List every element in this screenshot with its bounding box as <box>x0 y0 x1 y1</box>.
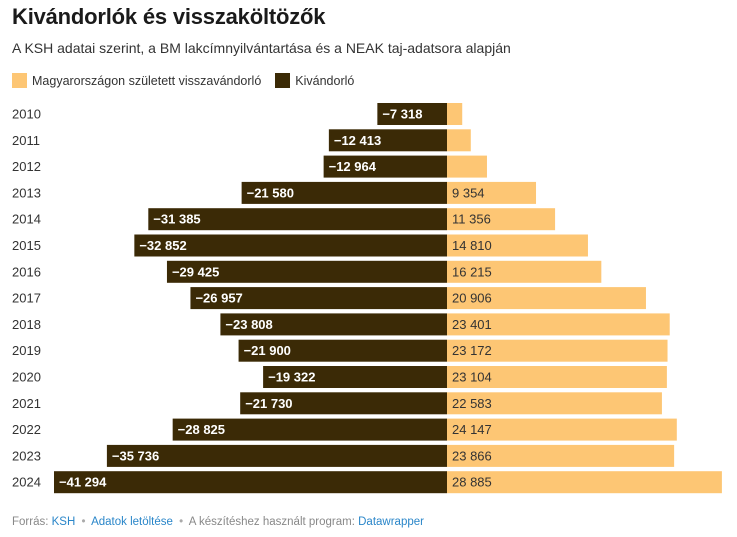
bar-returnee <box>447 444 675 467</box>
bar-returnee <box>447 260 602 283</box>
year-label: 2022 <box>12 422 41 437</box>
bar-label-emigrant: −12 964 <box>329 159 377 174</box>
bar-label-emigrant: −21 580 <box>247 185 294 200</box>
bar-label-emigrant: −23 808 <box>225 317 272 332</box>
year-label: 2016 <box>12 264 41 279</box>
bar-returnee <box>447 155 487 178</box>
bar-returnee <box>447 234 588 257</box>
bar-returnee <box>447 103 463 125</box>
bar-returnee <box>447 392 662 415</box>
bar-label-returnee: 23 104 <box>452 370 492 385</box>
bar-label-returnee: 23 401 <box>452 317 492 332</box>
bar-returnee <box>447 339 668 362</box>
year-label: 2017 <box>12 291 41 306</box>
year-label: 2024 <box>12 475 41 490</box>
chart-subtitle: A KSH adatai szerint, a BM lakcímnyilván… <box>12 40 511 56</box>
year-label: 2013 <box>12 185 41 200</box>
bar-emigrant <box>106 444 448 467</box>
source-link[interactable]: KSH <box>51 516 76 528</box>
bar-label-returnee: 24 147 <box>452 422 492 437</box>
tool-prefix: A készítéshez használt program: <box>188 516 355 528</box>
bar-returnee <box>447 471 722 494</box>
bar-label-emigrant: −28 825 <box>178 422 225 437</box>
legend-label-emigrant: Kivándorló <box>295 73 355 88</box>
footer-separator: • <box>179 516 184 528</box>
footer-separator: • <box>81 516 86 528</box>
bar-label-emigrant: −35 736 <box>112 448 159 463</box>
legend-label-returnee: Magyarországon született visszavándorló <box>32 73 262 88</box>
legend-item-emigrant: Kivándorló <box>275 73 354 88</box>
year-label: 2010 <box>12 107 41 122</box>
bar-returnee <box>447 366 667 388</box>
bar-emigrant <box>190 287 447 310</box>
bar-emigrant <box>323 155 447 178</box>
bar-label-returnee: 22 583 <box>452 396 492 411</box>
bar-label-returnee: 23 172 <box>452 343 492 358</box>
year-label: 2011 <box>12 133 40 148</box>
bar-label-emigrant: −41 294 <box>59 475 107 490</box>
source-prefix: Forrás: <box>12 516 49 528</box>
bar-label-emigrant: −29 425 <box>172 264 219 279</box>
bar-label-emigrant: −31 385 <box>153 212 200 227</box>
bar-emigrant <box>172 418 447 441</box>
bar-returnee <box>447 208 556 231</box>
bar-returnee <box>447 129 471 152</box>
legend: Magyarországon született visszavándorló … <box>12 73 368 88</box>
datawrapper-link[interactable]: Datawrapper <box>358 516 424 528</box>
year-label: 2015 <box>12 238 41 253</box>
bar-label-returnee: 16 215 <box>452 264 492 279</box>
bar-label-emigrant: −21 730 <box>245 396 292 411</box>
bar-label-emigrant: −19 322 <box>268 370 315 385</box>
bar-returnee <box>447 313 670 336</box>
year-label: 2014 <box>12 212 41 227</box>
legend-item-returnee: Magyarországon született visszavándorló <box>12 73 261 88</box>
bar-label-emigrant: −7 318 <box>382 107 422 122</box>
bar-label-returnee: 14 810 <box>452 238 492 253</box>
bar-chart: 2010 −7 318 2011 −12 413 2012 −12 964 2013 −21 … <box>12 103 722 494</box>
bar-label-emigrant: −12 413 <box>334 133 381 148</box>
bar-emigrant <box>377 103 447 125</box>
footer: Forrás: KSH • Adatok letöltése • A készí… <box>12 516 424 528</box>
bar-emigrant <box>263 366 447 388</box>
bar-emigrant <box>238 339 447 362</box>
year-label: 2023 <box>12 448 41 463</box>
bar-emigrant <box>134 234 447 257</box>
bar-label-returnee: 11 356 <box>452 212 491 227</box>
bar-label-emigrant: −26 957 <box>195 291 242 306</box>
year-label: 2012 <box>12 159 41 174</box>
bar-emigrant <box>241 181 447 204</box>
download-data-link[interactable]: Adatok letöltése <box>91 516 173 528</box>
legend-swatch-emigrant <box>275 73 291 88</box>
chart-title: Kivándorlók és visszaköltözők <box>12 4 326 29</box>
bar-label-emigrant: −32 852 <box>139 238 186 253</box>
year-label: 2019 <box>12 343 41 358</box>
bar-emigrant <box>54 471 447 494</box>
bar-returnee <box>447 181 537 204</box>
year-label: 2018 <box>12 317 41 332</box>
bar-label-returnee: 28 885 <box>452 475 492 490</box>
bar-returnee <box>447 418 677 441</box>
bar-emigrant <box>220 313 447 336</box>
bar-emigrant <box>328 129 447 152</box>
bar-label-returnee: 20 906 <box>452 291 492 306</box>
bar-label-returnee: 9 354 <box>452 185 485 200</box>
year-label: 2021 <box>12 396 41 411</box>
year-label: 2020 <box>12 370 41 385</box>
bar-label-emigrant: −21 900 <box>244 343 291 358</box>
bar-label-returnee: 23 866 <box>452 448 492 463</box>
bar-emigrant <box>148 208 447 231</box>
bar-emigrant <box>166 260 447 283</box>
legend-swatch-returnee <box>12 73 27 88</box>
bar-emigrant <box>240 392 447 415</box>
bar-returnee <box>447 287 646 310</box>
